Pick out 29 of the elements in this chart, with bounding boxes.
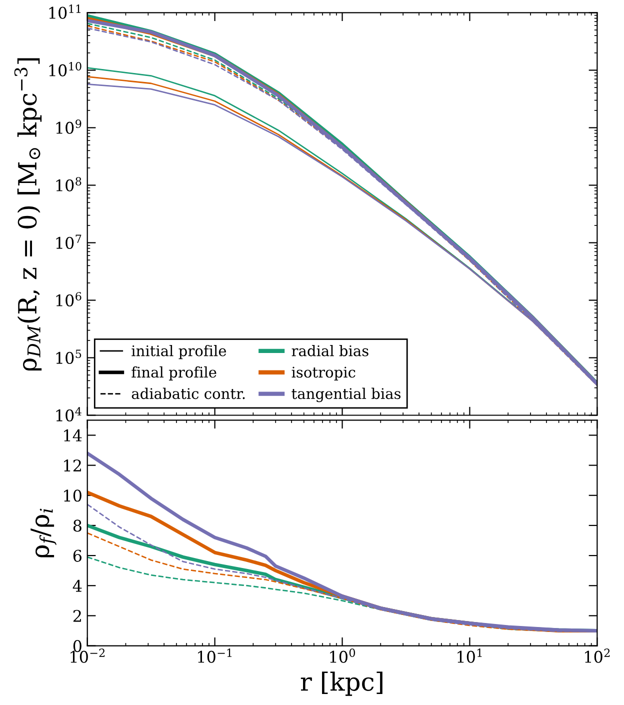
y-tick-label: 4: [72, 580, 82, 592]
y-tick-label: 2: [73, 610, 81, 622]
y-tick-label: 10$^{6}$: [56, 292, 82, 306]
y-tick-label: 10$^{10}$: [49, 62, 82, 76]
annotation: adiabatic contr.: [132, 388, 245, 400]
y-tick-label: 10$^{4}$: [56, 407, 82, 422]
y-tick-label: 10: [64, 490, 82, 502]
y-axis-title: ρ$_{DM}$(R, z = 0) [M$_{⊙}$ kpc$^{−3}$]: [14, 58, 42, 371]
annotation: initial profile: [132, 344, 226, 360]
x-axis-title: r [kpc]: [300, 672, 382, 696]
y-tick-label: 14: [64, 429, 82, 442]
y-tick-label: 10$^{5}$: [56, 350, 82, 364]
y-tick-label: 10$^{11}$: [49, 4, 80, 19]
y-tick-label: 10$^{8}$: [56, 177, 82, 192]
y-tick-label: 12: [64, 460, 81, 472]
legend-label: tangential bias: [292, 388, 401, 402]
y-tick-label: 8: [73, 520, 82, 532]
annotation: final profile: [132, 366, 216, 381]
y-tick-label: 10$^{9}$: [56, 120, 82, 134]
legend-label: isotropic: [292, 366, 356, 381]
x-tick-label: 10$^{2}$: [585, 648, 610, 663]
y-tick-label: 6: [73, 550, 82, 562]
legend-label: radial bias: [292, 344, 368, 356]
y-tick-label: 10$^{7}$: [56, 234, 82, 249]
y-axis-title: ρ$_{f}$/ρ$_{i}$: [30, 508, 56, 558]
x-tick-label: 10$^{0}$: [330, 648, 356, 663]
x-tick-label: 10$^{1}$: [458, 648, 482, 663]
y-tick-label: 0: [73, 640, 82, 652]
x-tick-label: 10$^{−1}$: [198, 648, 232, 663]
